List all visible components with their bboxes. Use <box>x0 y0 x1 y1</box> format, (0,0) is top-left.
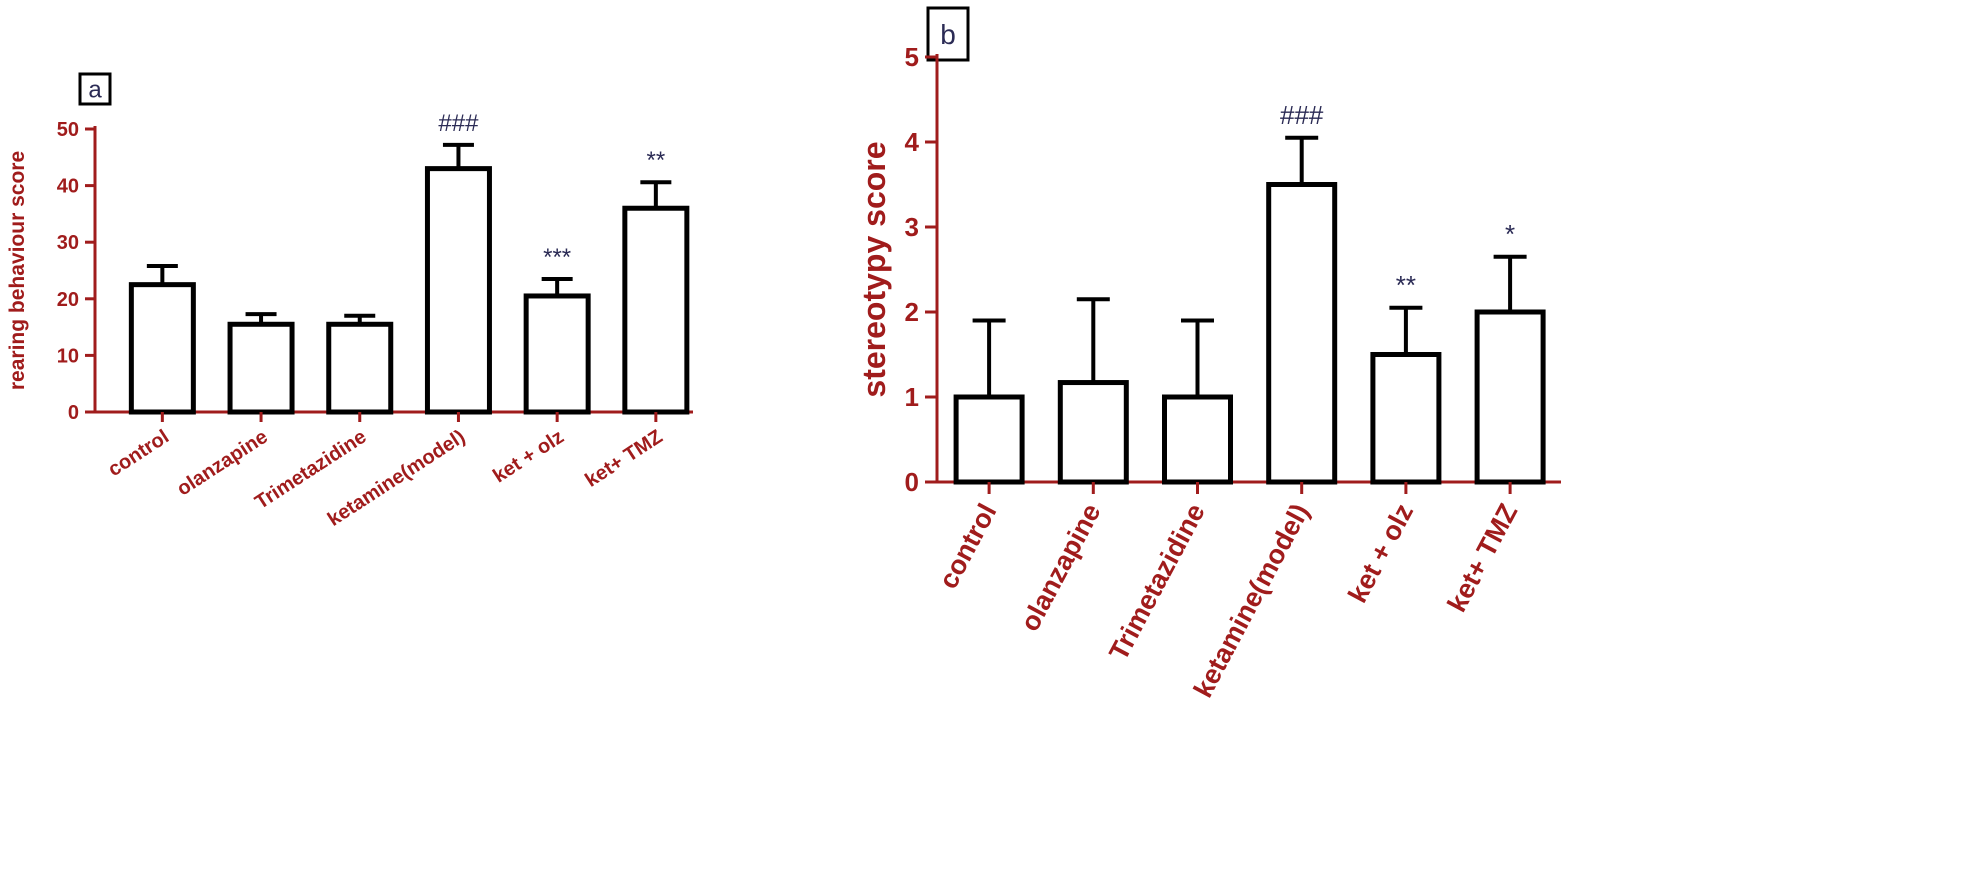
panel-b: b 0 1 2 3 4 5 stereotypy score control olanzapine… <box>856 6 1561 703</box>
significance-marker: *** <box>543 244 571 271</box>
bar-ket-tmz <box>622 205 690 415</box>
y-tick-label: 4 <box>905 127 920 157</box>
y-axis-label: stereotypy score <box>856 141 892 397</box>
category-label: ket+ TMZ <box>1442 499 1524 617</box>
bar-control <box>953 394 1025 485</box>
y-tick-label: 10 <box>57 345 79 367</box>
category-label: control <box>933 499 1002 594</box>
category-label: control <box>104 426 173 481</box>
y-tick-label: 1 <box>905 382 919 412</box>
y-tick-label: 20 <box>57 289 79 311</box>
bar-olanzapine <box>1057 380 1129 485</box>
panel-a: a 0 10 20 30 40 50 rearing behaviour score contr… <box>6 72 693 531</box>
bar-ket-olz <box>523 293 591 415</box>
category-label: ket + olz <box>489 426 568 488</box>
panel-label: b <box>940 19 956 50</box>
y-tick-label: 5 <box>905 42 919 72</box>
bar-olanzapine <box>227 321 295 415</box>
y-tick-label: 0 <box>905 467 919 497</box>
bar-ketamine-model- <box>1266 182 1338 485</box>
category-label: olanzapine <box>1015 499 1107 636</box>
category-label: ket+ TMZ <box>581 426 666 492</box>
category-label: Trimetazidine <box>1103 499 1210 665</box>
y-tick-label: 3 <box>905 212 919 242</box>
y-tick-label: 2 <box>905 297 919 327</box>
category-label: ketamine(model) <box>1188 499 1315 703</box>
significance-marker: ** <box>1396 270 1416 300</box>
bar-ket-olz <box>1370 352 1442 485</box>
significance-marker: * <box>1505 219 1515 249</box>
bar-ketamine-model- <box>424 166 492 415</box>
y-tick-label: 30 <box>57 232 79 254</box>
bar-control <box>128 282 196 415</box>
panel-label-box <box>926 6 970 62</box>
category-label: olanzapine <box>173 426 272 501</box>
bar-ket-tmz <box>1474 309 1546 485</box>
bar-trimetazidine <box>326 321 394 415</box>
significance-marker: ### <box>438 110 479 137</box>
y-axis-label: rearing behaviour score <box>6 151 29 390</box>
y-tick-label: 40 <box>57 176 79 198</box>
y-tick-label: 0 <box>68 402 79 424</box>
y-tick-label: 50 <box>57 119 79 141</box>
significance-marker: ### <box>1280 100 1324 130</box>
panel-label-box <box>78 72 112 106</box>
bar-trimetazidine <box>1162 394 1233 485</box>
panel-label: a <box>88 76 102 103</box>
category-label: ket + olz <box>1342 499 1419 608</box>
significance-marker: ** <box>647 147 666 174</box>
